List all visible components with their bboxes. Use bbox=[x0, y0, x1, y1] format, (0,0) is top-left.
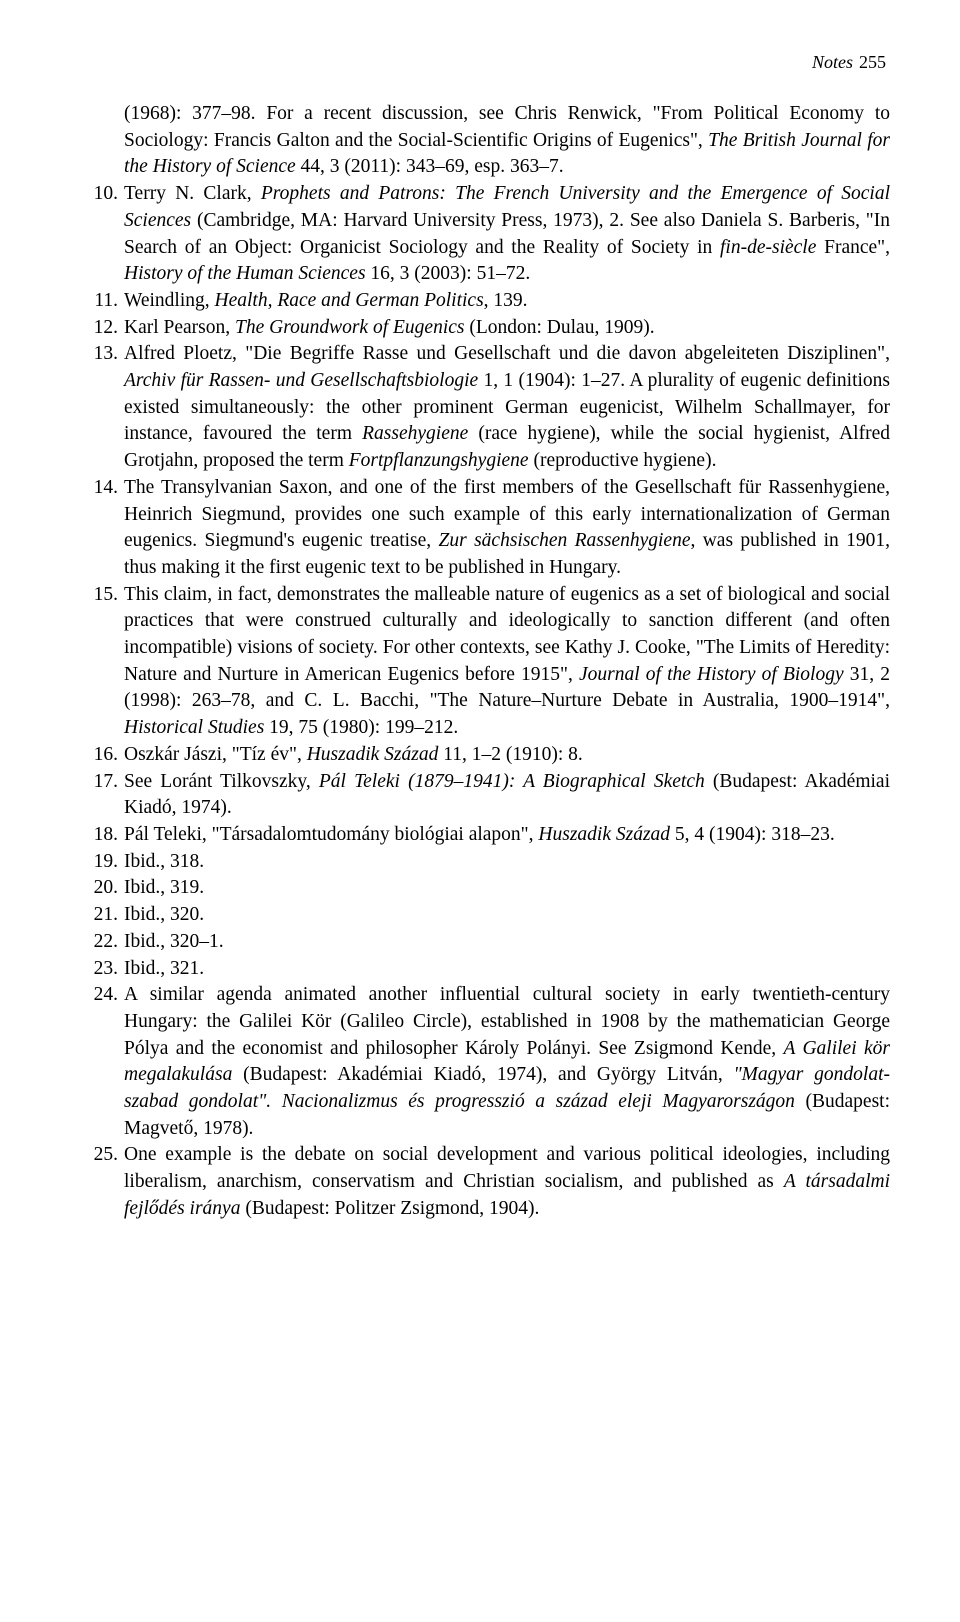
note-body: Ibid., 320–1. bbox=[124, 929, 890, 956]
running-header: Notes 255 bbox=[78, 52, 890, 73]
note-body: One example is the debate on social deve… bbox=[124, 1142, 890, 1222]
note-body: The Transylvanian Saxon, and one of the … bbox=[124, 475, 890, 582]
note-body: Terry N. Clark, Prophets and Patrons: Th… bbox=[124, 181, 890, 288]
note-body: Ibid., 318. bbox=[124, 849, 890, 876]
note-number: 19. bbox=[78, 849, 124, 876]
note-22: 22. Ibid., 320–1. bbox=[78, 929, 890, 956]
note-number: 11. bbox=[78, 288, 124, 315]
note-body: This claim, in fact, demonstrates the ma… bbox=[124, 582, 890, 742]
note-number: 20. bbox=[78, 875, 124, 902]
note-number: 14. bbox=[78, 475, 124, 582]
note-number: 18. bbox=[78, 822, 124, 849]
note-number: 13. bbox=[78, 341, 124, 475]
note-19: 19. Ibid., 318. bbox=[78, 849, 890, 876]
note-23: 23. Ibid., 321. bbox=[78, 956, 890, 983]
note-20: 20. Ibid., 319. bbox=[78, 875, 890, 902]
note-number: 17. bbox=[78, 769, 124, 822]
note-number: 22. bbox=[78, 929, 124, 956]
note-number: 16. bbox=[78, 742, 124, 769]
page: Notes 255 (1968): 377–98. For a recent di… bbox=[0, 0, 960, 1622]
note-body: A similar agenda animated another influe… bbox=[124, 982, 890, 1142]
note-25: 25. One example is the debate on social … bbox=[78, 1142, 890, 1222]
note-number: 12. bbox=[78, 315, 124, 342]
note-number: 21. bbox=[78, 902, 124, 929]
note-12: 12. Karl Pearson, The Groundwork of Euge… bbox=[78, 315, 890, 342]
note-body: Ibid., 320. bbox=[124, 902, 890, 929]
note-body: See Loránt Tilkovszky, Pál Teleki (1879–… bbox=[124, 769, 890, 822]
note-16: 16. Oszkár Jászi, "Tíz év", Huszadik Szá… bbox=[78, 742, 890, 769]
note-number: 25. bbox=[78, 1142, 124, 1222]
header-page-number: 255 bbox=[859, 52, 886, 72]
note-13: 13. Alfred Ploetz, "Die Begriffe Rasse u… bbox=[78, 341, 890, 475]
notes-list: (1968): 377–98. For a recent discussion,… bbox=[78, 101, 890, 1223]
note-15: 15. This claim, in fact, demonstrates th… bbox=[78, 582, 890, 742]
header-label: Notes bbox=[812, 52, 853, 72]
note-body: Karl Pearson, The Groundwork of Eugenics… bbox=[124, 315, 890, 342]
note-body: Alfred Ploetz, "Die Begriffe Rasse und G… bbox=[124, 341, 890, 475]
note-14: 14. The Transylvanian Saxon, and one of … bbox=[78, 475, 890, 582]
note-number: 10. bbox=[78, 181, 124, 288]
note-number: 23. bbox=[78, 956, 124, 983]
note-18: 18. Pál Teleki, "Társadalomtudomány biol… bbox=[78, 822, 890, 849]
note-body: Ibid., 319. bbox=[124, 875, 890, 902]
note-9-continuation: (1968): 377–98. For a recent discussion,… bbox=[78, 101, 890, 181]
note-11: 11. Weindling, Health, Race and German P… bbox=[78, 288, 890, 315]
note-number: 24. bbox=[78, 982, 124, 1142]
note-24: 24. A similar agenda animated another in… bbox=[78, 982, 890, 1142]
note-21: 21. Ibid., 320. bbox=[78, 902, 890, 929]
note-body: Weindling, Health, Race and German Polit… bbox=[124, 288, 890, 315]
note-17: 17. See Loránt Tilkovszky, Pál Teleki (1… bbox=[78, 769, 890, 822]
note-body: Pál Teleki, "Társadalomtudomány biológia… bbox=[124, 822, 890, 849]
note-body: Ibid., 321. bbox=[124, 956, 890, 983]
note-body: Oszkár Jászi, "Tíz év", Huszadik Század … bbox=[124, 742, 890, 769]
note-10: 10. Terry N. Clark, Prophets and Patrons… bbox=[78, 181, 890, 288]
note-number: 15. bbox=[78, 582, 124, 742]
